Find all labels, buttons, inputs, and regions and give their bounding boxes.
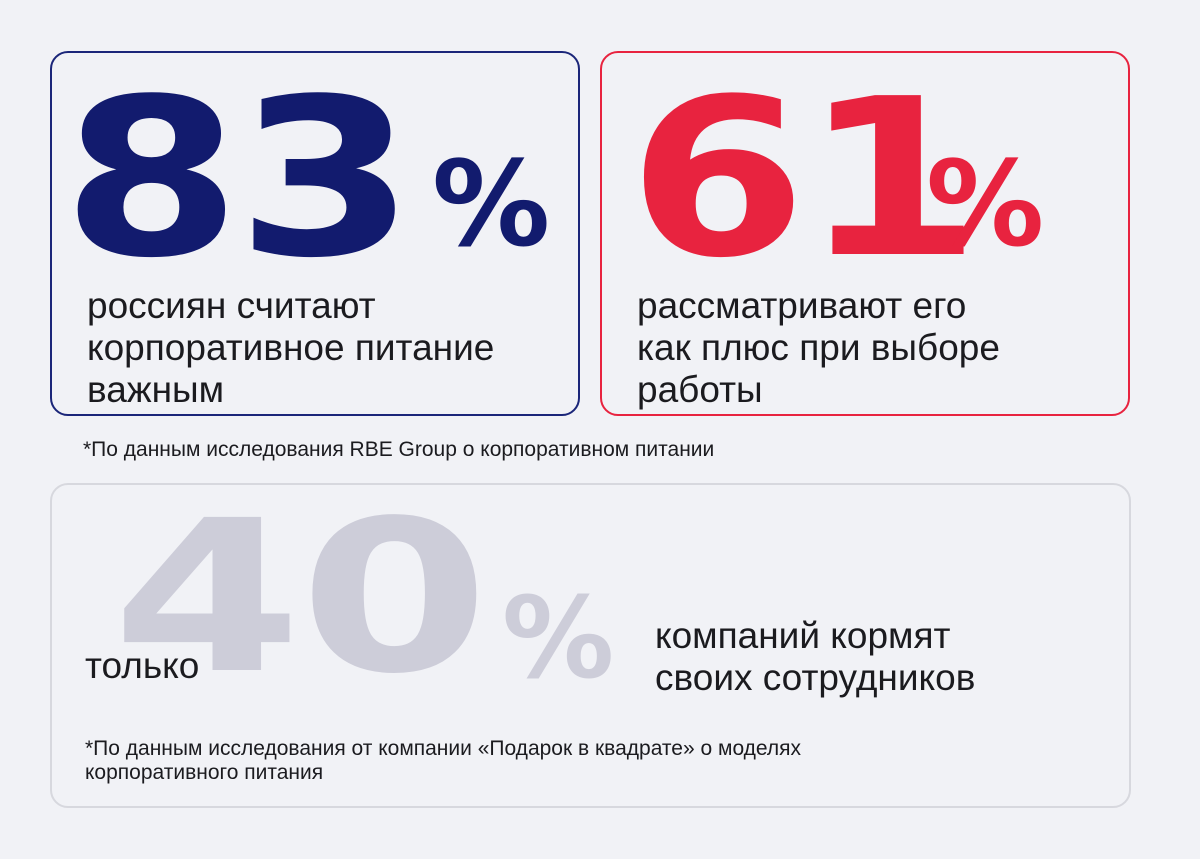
percent-sign: %: [502, 574, 615, 704]
stat-card-61: 61 % рассматривают его как плюс при выбо…: [600, 51, 1130, 416]
footnote-rbe: *По данным исследования RBE Group о корп…: [83, 438, 715, 461]
stat-description: россиян считают корпоративное питание ва…: [87, 285, 495, 410]
stat-description: компаний кормят своих сотрудников: [655, 615, 976, 698]
percent-sign: %: [432, 135, 551, 273]
stat-number: 83: [62, 53, 415, 306]
stat-card-83: 83 % россиян считают корпоративное питан…: [50, 51, 580, 416]
stat-number: 40: [112, 483, 489, 720]
percent-sign: %: [926, 135, 1045, 273]
stat-prefix: только: [85, 645, 200, 686]
footnote-podarok: *По данным исследования от компании «Под…: [85, 737, 802, 784]
stat-card-40: 40 % только компаний кормят своих сотруд…: [50, 483, 1131, 808]
stat-description: рассматривают его как плюс при выборе ра…: [637, 285, 1000, 410]
stat-number: 61: [628, 53, 981, 306]
